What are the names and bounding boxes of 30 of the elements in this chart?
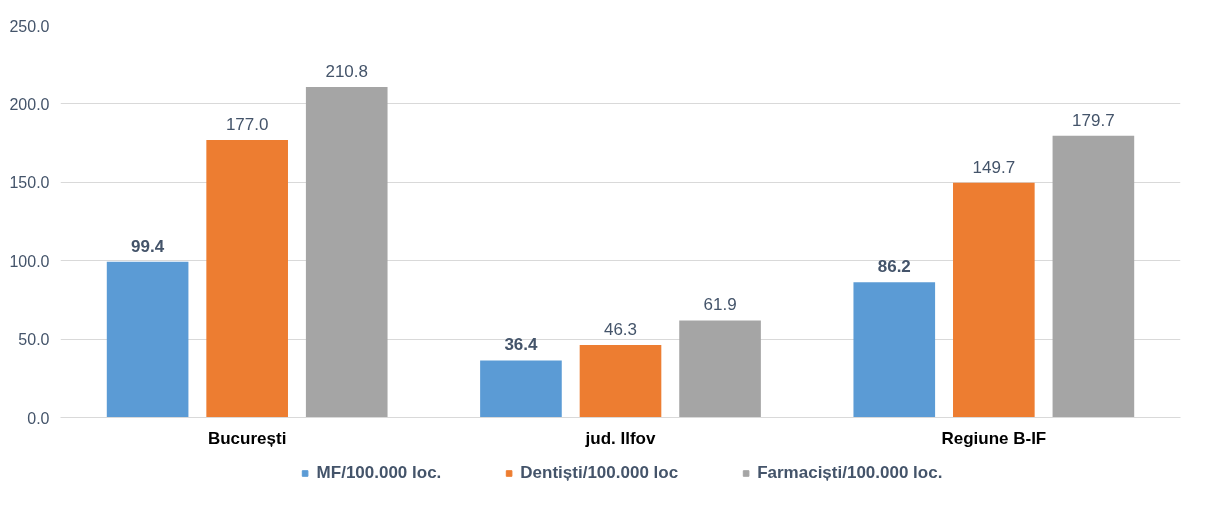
y-tick-label: 200.0 — [9, 95, 50, 113]
bar — [106, 261, 189, 418]
data-label: 210.8 — [325, 61, 368, 81]
data-label: 99.4 — [131, 236, 165, 256]
data-label: 46.3 — [603, 319, 638, 339]
data-label: 149.7 — [972, 157, 1016, 177]
data-label: 179.7 — [1072, 110, 1115, 130]
x-tick-label: Regiune B-IF — [941, 428, 1047, 448]
y-tick-label: 0.0 — [27, 409, 50, 427]
x-tick-label: București — [207, 428, 287, 448]
bar — [953, 182, 1035, 418]
legend-label: Dentiști/100.000 loc — [520, 462, 679, 483]
bar — [579, 344, 662, 418]
y-tick-label: 150.0 — [9, 174, 50, 192]
bar — [679, 320, 761, 418]
bar — [480, 360, 562, 418]
bar — [206, 139, 288, 418]
bar — [1052, 135, 1135, 418]
legend-label: MF/100.000 loc. — [316, 462, 442, 483]
bar — [853, 282, 936, 418]
data-label: 61.9 — [703, 295, 737, 315]
data-label: 177.0 — [225, 114, 269, 134]
y-tick-label: 50.0 — [18, 331, 50, 349]
legend-label: Farmaciști/100.000 loc. — [757, 462, 943, 483]
y-tick-label: 250.0 — [9, 17, 50, 35]
bar — [305, 86, 388, 418]
data-label: 36.4 — [504, 335, 539, 355]
y-tick-label: 100.0 — [9, 252, 50, 270]
data-label: 86.2 — [877, 257, 911, 277]
x-tick-label: jud. Ilfov — [584, 428, 656, 448]
